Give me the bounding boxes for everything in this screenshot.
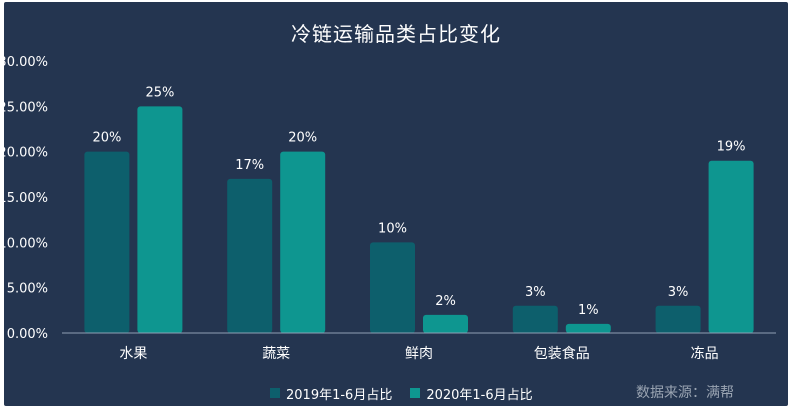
bars-layer bbox=[84, 106, 754, 333]
y-tick-label: 15.00% bbox=[4, 191, 48, 206]
y-tick-label: 5.00% bbox=[7, 282, 48, 297]
x-tick-label: 鲜肉 bbox=[405, 346, 433, 362]
data-label: 10% bbox=[378, 221, 407, 236]
bar-2020 bbox=[137, 106, 183, 333]
chart-title: 冷链运输品类占比变化 bbox=[291, 22, 501, 46]
legend-item-2020: 2020年1-6月占比 bbox=[410, 384, 533, 403]
y-tick-label: 10.00% bbox=[4, 236, 48, 251]
bar-chart: 0.00% 5.00% 10.00% 15.00% 20.00% 25.00% 30.00%… bbox=[4, 55, 776, 362]
y-tick-label: 30.00% bbox=[4, 55, 48, 70]
legend: 2019年1-6月占比 2020年1-6月占比 bbox=[270, 383, 533, 403]
data-label: 3% bbox=[525, 285, 546, 300]
legend-label-2020: 2020年1-6月占比 bbox=[426, 387, 533, 403]
bar-2020 bbox=[280, 151, 326, 333]
x-axis: 水果 蔬菜 鲜肉 包装食品 冻品 bbox=[62, 332, 776, 362]
legend-label-2019: 2019年1-6月占比 bbox=[286, 387, 393, 403]
data-label: 20% bbox=[288, 131, 317, 146]
legend-item-2019: 2019年1-6月占比 bbox=[270, 384, 392, 403]
legend-swatch-2020 bbox=[410, 388, 421, 398]
x-tick-label: 蔬菜 bbox=[262, 346, 290, 362]
bar-2019 bbox=[370, 242, 415, 333]
x-tick-label: 冻品 bbox=[691, 345, 719, 362]
bar-2019 bbox=[512, 305, 558, 333]
y-tick-label: 0.00% bbox=[7, 327, 48, 342]
data-label: 19% bbox=[717, 140, 746, 155]
x-tick-label: 包装食品 bbox=[534, 345, 590, 362]
y-axis: 0.00% 5.00% 10.00% 15.00% 20.00% 25.00% 30.00% bbox=[4, 55, 48, 342]
bar-2019 bbox=[84, 151, 130, 333]
bar-2020 bbox=[565, 323, 611, 333]
legend-swatch-2019 bbox=[270, 388, 280, 398]
y-tick-label: 25.00% bbox=[4, 100, 48, 115]
chart-panel: 冷链运输品类占比变化 0.00% 5.00% 10.00% 15.00% 20.00% 2… bbox=[4, 2, 788, 406]
data-label: 3% bbox=[668, 285, 689, 300]
data-label: 17% bbox=[235, 158, 264, 173]
bar-2020 bbox=[423, 314, 468, 333]
data-labels-layer: 20% 25% 17% 20% 10% 2% 3% 1% 3% 19% bbox=[92, 85, 745, 318]
data-label: 20% bbox=[92, 131, 121, 146]
bar-2019 bbox=[227, 178, 273, 333]
bar-2020 bbox=[708, 160, 754, 333]
y-tick-label: 20.00% bbox=[4, 146, 48, 161]
x-tick-label: 水果 bbox=[119, 346, 147, 362]
data-label: 25% bbox=[145, 85, 174, 100]
bar-2019 bbox=[655, 305, 701, 333]
data-label: 1% bbox=[578, 303, 599, 318]
data-label: 2% bbox=[435, 294, 456, 309]
source-note: 数据来源：满帮 bbox=[636, 385, 734, 401]
